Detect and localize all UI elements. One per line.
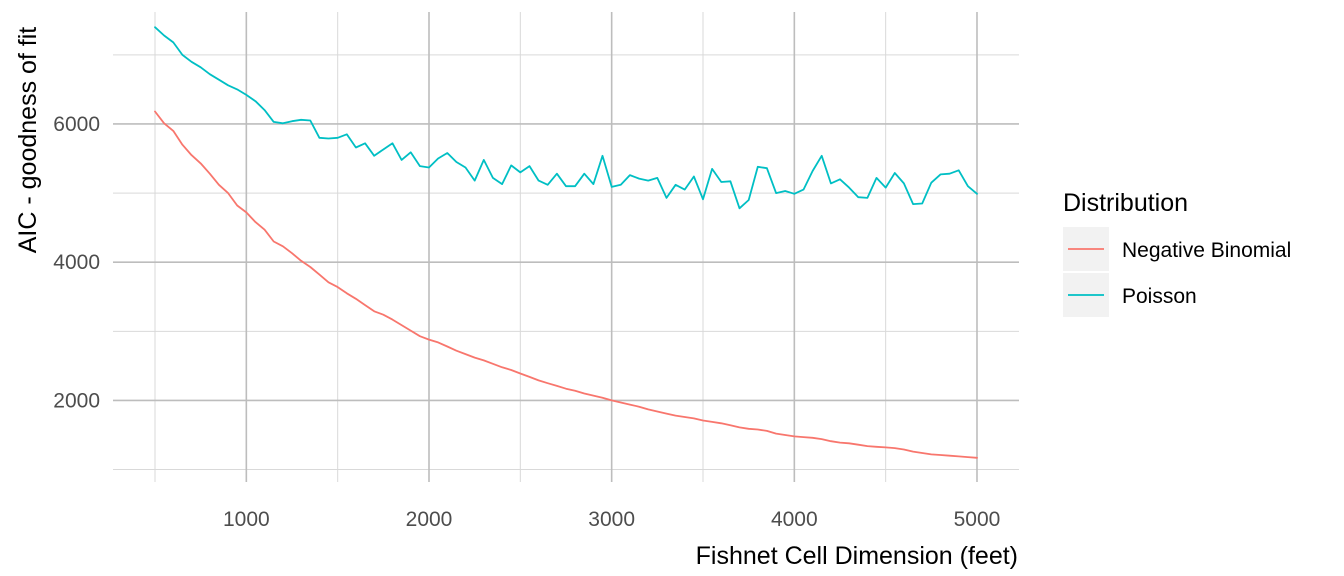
- legend-items: Negative Binomial Poisson: [1063, 227, 1291, 317]
- x-tick-label: 4000: [771, 508, 818, 531]
- x-tick-label: 1000: [223, 508, 270, 531]
- legend-label-1: Poisson: [1122, 285, 1197, 308]
- series-line-0: [154, 110, 978, 459]
- y-tick-labels: 2000 4000 6000: [53, 113, 100, 412]
- x-tick-label: 2000: [406, 508, 453, 531]
- series-line-1: [154, 26, 978, 210]
- y-tick-label: 4000: [53, 251, 100, 274]
- x-axis-title: Fishnet Cell Dimension (feet): [696, 542, 1018, 570]
- legend: Distribution Negative Binomial Poisson: [1063, 189, 1291, 317]
- grid-minor: [113, 12, 1019, 482]
- x-tick-labels: 1000 2000 3000 4000 5000: [223, 508, 1000, 531]
- x-tick-label: 5000: [954, 508, 1001, 531]
- y-tick-label: 2000: [53, 389, 100, 412]
- legend-label-0: Negative Binomial: [1122, 239, 1291, 262]
- grid-major: [113, 12, 1019, 482]
- legend-title: Distribution: [1063, 189, 1188, 217]
- y-axis-title: AIC - goodness of fit: [14, 27, 42, 254]
- y-tick-label: 6000: [53, 113, 100, 136]
- x-tick-label: 3000: [588, 508, 635, 531]
- series-lines: [154, 26, 978, 459]
